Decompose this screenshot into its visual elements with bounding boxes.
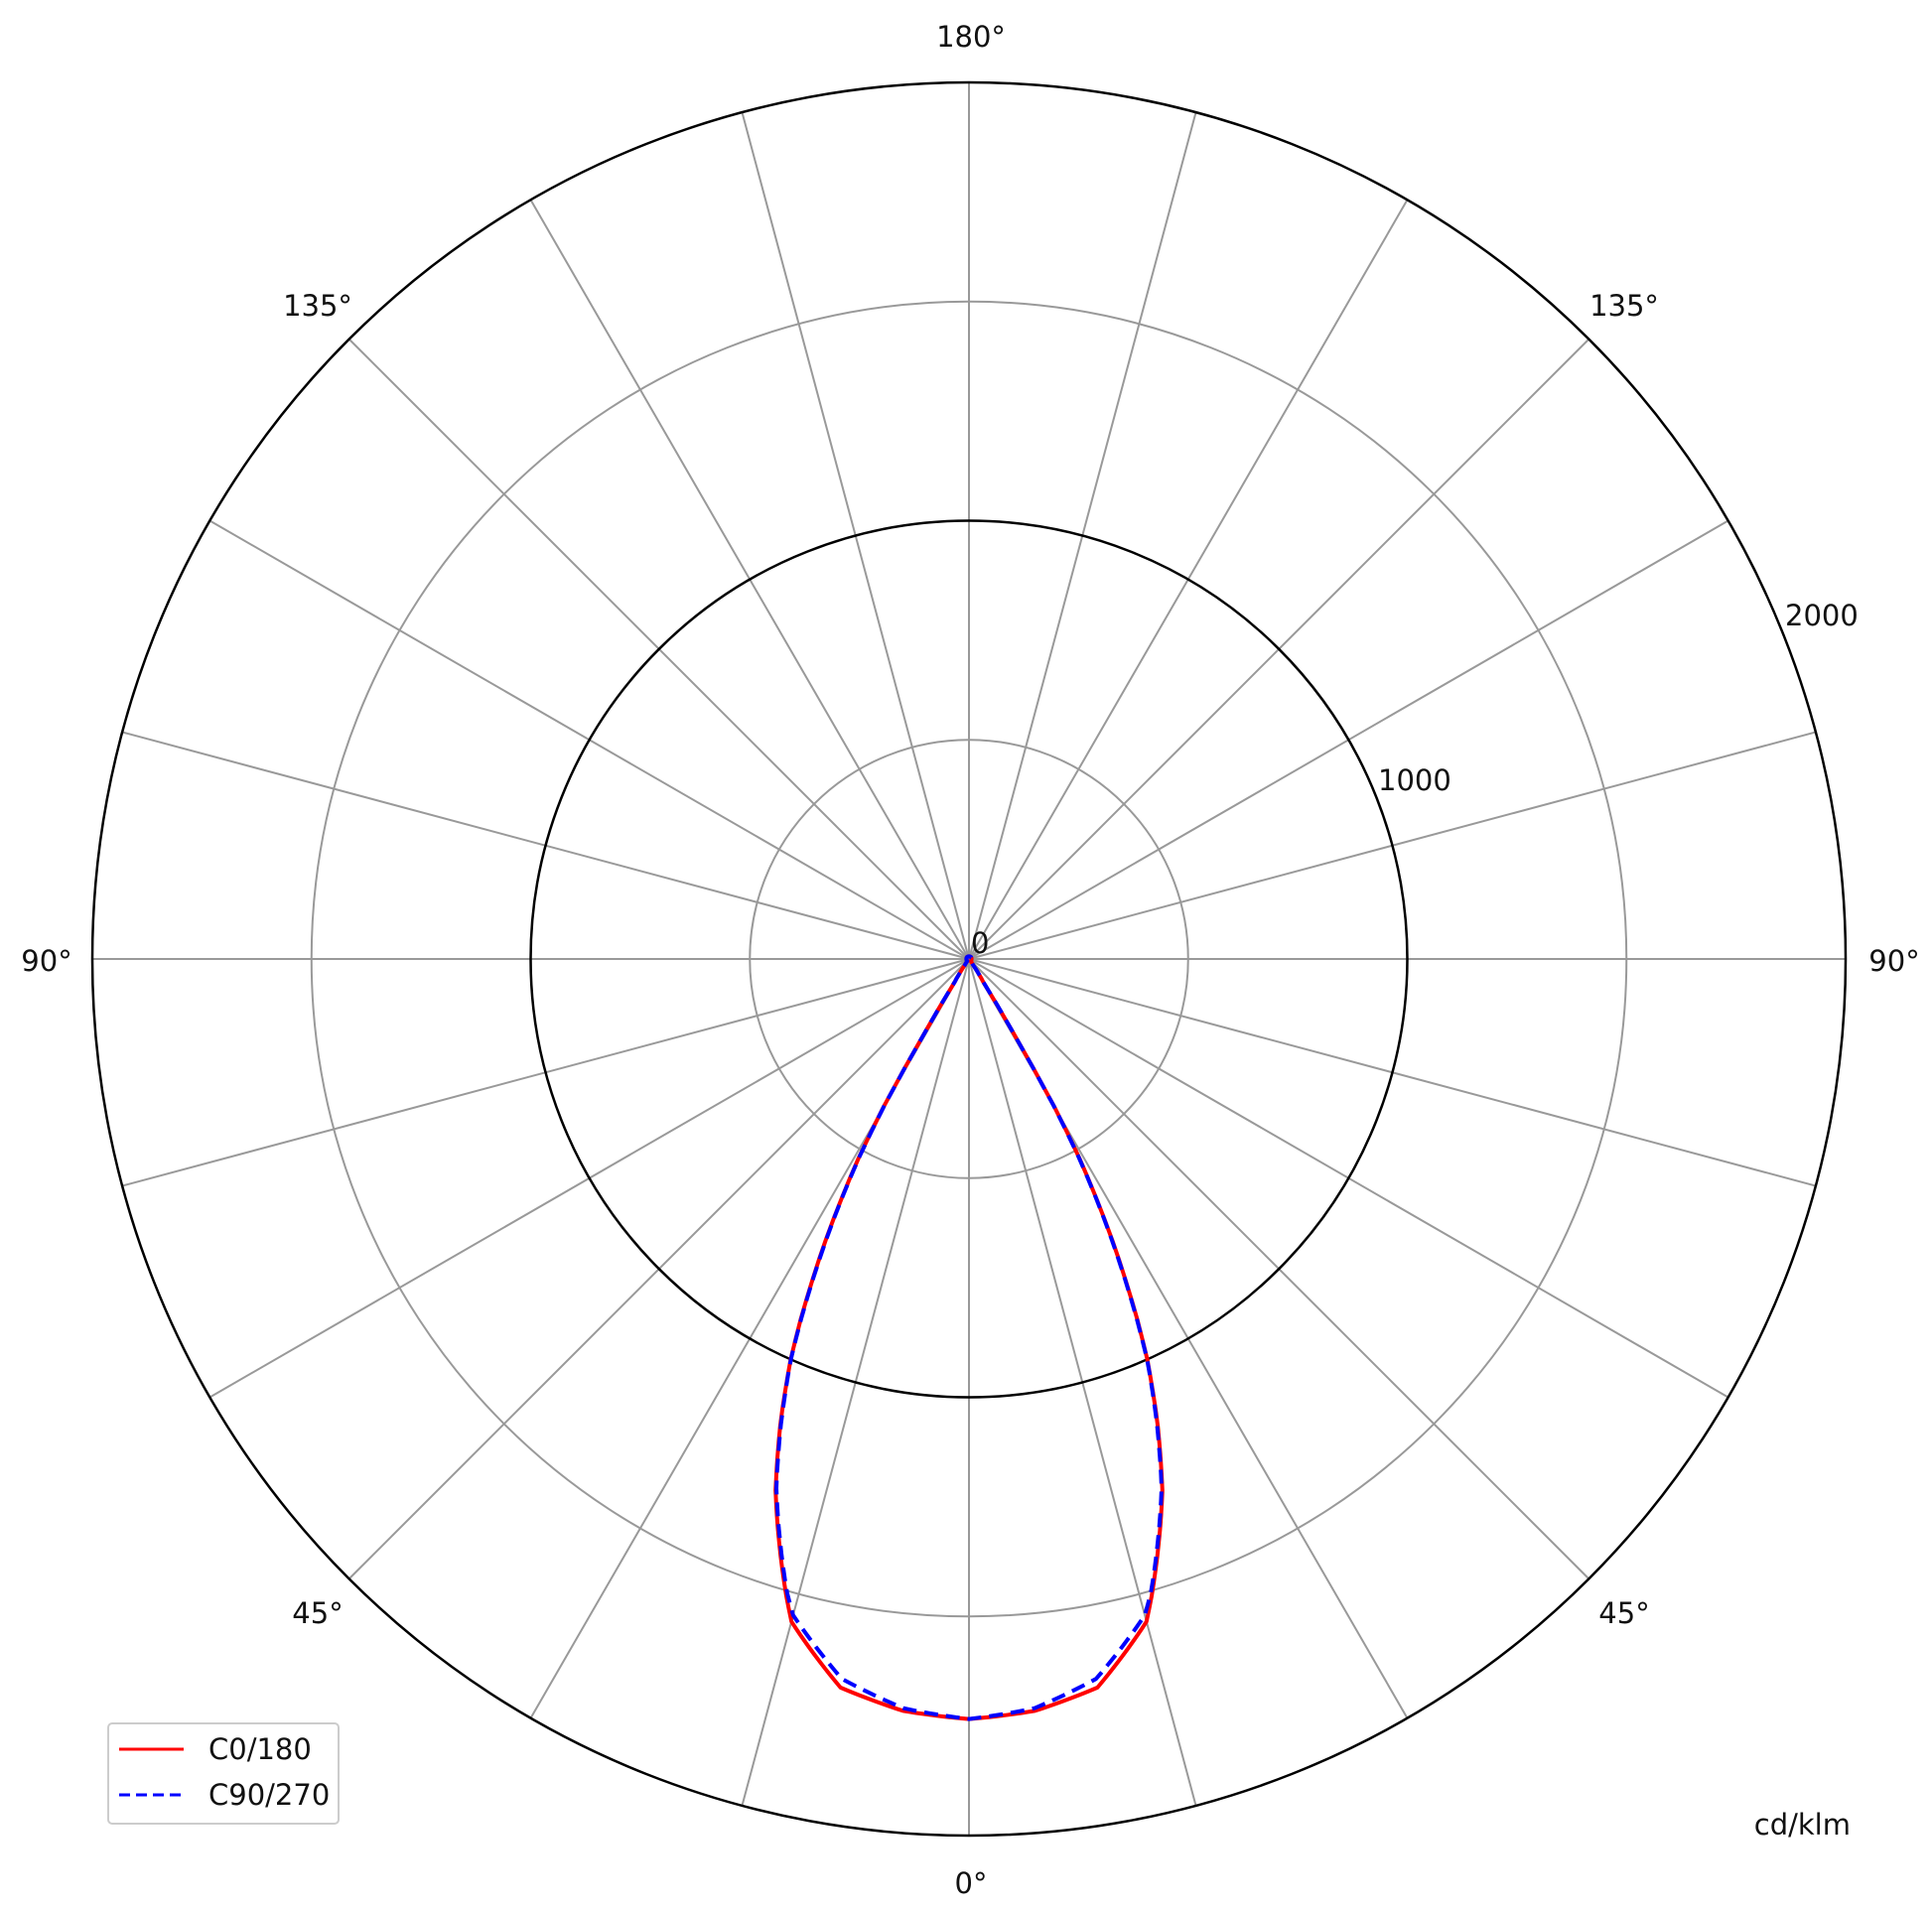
legend: C0/180 C90/270 bbox=[107, 1722, 340, 1825]
angle-label-45-left: 45° bbox=[292, 1596, 343, 1630]
angle-label-90-right: 90° bbox=[1868, 944, 1919, 978]
radial-gridline-500 bbox=[749, 739, 1189, 1179]
angle-label-135-left: 135° bbox=[283, 289, 352, 323]
grid bbox=[90, 80, 1848, 1838]
legend-label-c0: C0/180 bbox=[208, 1732, 312, 1766]
radial-gridline-1000 bbox=[529, 519, 1409, 1399]
legend-label-c90: C90/270 bbox=[208, 1778, 330, 1812]
angle-label-90-left: 90° bbox=[21, 944, 71, 978]
unit-label: cd/klm bbox=[1754, 1808, 1851, 1842]
radial-label-1000: 1000 bbox=[1378, 763, 1451, 797]
angle-label-180: 180° bbox=[936, 20, 1006, 54]
angle-label-135-right: 135° bbox=[1589, 289, 1659, 323]
angle-label-0: 0° bbox=[955, 1866, 988, 1900]
series-C90-270-line bbox=[774, 954, 1164, 1721]
curves bbox=[773, 954, 1165, 1721]
radial-label-0: 0 bbox=[971, 926, 989, 960]
angle-label-45-right: 45° bbox=[1598, 1596, 1649, 1630]
radial-gridline-1500 bbox=[310, 300, 1628, 1618]
radial-gridline-2000 bbox=[90, 80, 1848, 1838]
radial-label-2000: 2000 bbox=[1785, 599, 1859, 632]
